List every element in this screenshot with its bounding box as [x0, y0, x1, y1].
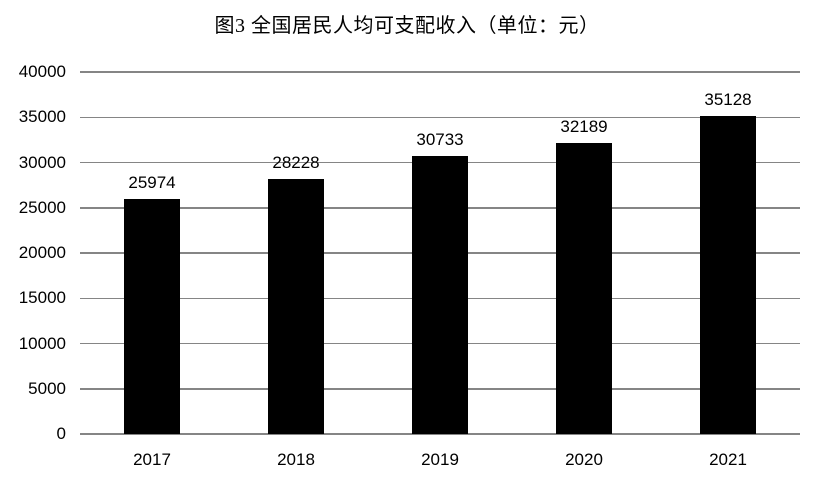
bar-2020: [556, 142, 612, 434]
bar-2019: [412, 155, 468, 434]
x-tick-label: 2021: [709, 450, 747, 469]
y-tick-label: 15000: [18, 288, 66, 308]
gridline: [80, 116, 800, 118]
bar-value-label: 30733: [416, 129, 464, 149]
bar-value-label: 28228: [272, 152, 320, 172]
chart-title: 图3 全国居民人均可支配收入（单位：元）: [214, 15, 600, 37]
plot-area: 25974 28228 30733 32189 35128: [80, 71, 800, 435]
bar-2021: [700, 116, 756, 434]
bar-value-label: 25974: [128, 172, 176, 192]
x-tick-label: 2019: [421, 450, 459, 469]
y-tick-label: 30000: [18, 152, 66, 172]
y-tick-label: 25000: [18, 197, 66, 217]
bar-2017: [124, 198, 180, 434]
bar-value-label: 35128: [704, 90, 752, 110]
y-tick-label: 35000: [18, 107, 66, 127]
y-tick-label: 10000: [18, 333, 66, 353]
y-tick-label: 0: [56, 424, 66, 443]
gridline: [80, 71, 800, 73]
y-tick-label: 5000: [28, 378, 66, 398]
x-axis-line: [80, 433, 800, 435]
y-tick-label: 40000: [18, 62, 66, 81]
x-tick-label: 2017: [133, 450, 171, 469]
x-tick-label: 2018: [277, 450, 315, 469]
x-tick-label: 2020: [565, 450, 603, 469]
y-tick-label: 20000: [18, 243, 66, 262]
bar-2018: [268, 178, 324, 434]
bar-value-label: 32189: [560, 116, 608, 136]
